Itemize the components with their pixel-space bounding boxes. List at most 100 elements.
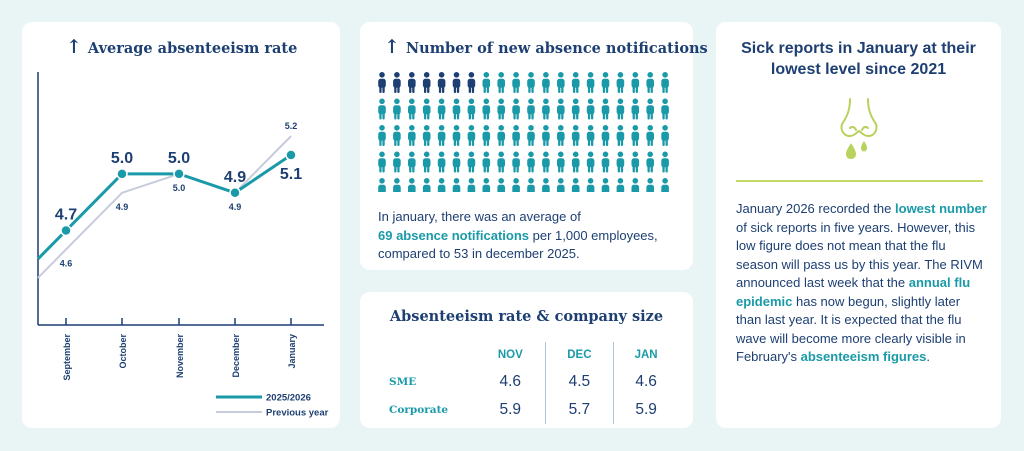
person-icon: [586, 178, 595, 192]
person-icon: [467, 178, 476, 192]
table-header-row: NOV DEC JAN: [388, 342, 678, 368]
table-cell: 5.7: [544, 396, 614, 424]
person-icon: [512, 98, 520, 120]
data-label: 4.7: [55, 207, 77, 224]
person-icon: [512, 178, 520, 192]
absence-notifications-card: ↑ Number of new absence notifications In …: [360, 22, 708, 270]
person-icon: [646, 72, 654, 93]
x-tick-label: January: [287, 334, 297, 369]
data-label-previous-year: 5.2: [285, 121, 298, 131]
person-icon: [408, 98, 416, 120]
arrow-up-icon: ↑: [384, 36, 400, 58]
x-tick-label: December: [231, 334, 241, 378]
notif-text-before: In january, there was an average of: [378, 209, 581, 224]
person-icon: [586, 125, 595, 146]
person-icon: [497, 72, 505, 93]
person-icon: [437, 98, 446, 120]
runny-nose-icon: [840, 98, 878, 159]
notifications-title: ↑ Number of new absence notifications: [384, 36, 708, 58]
person-icon: [601, 178, 610, 192]
company-size-title: Absenteeism rate & company size: [389, 308, 664, 325]
person-icon: [527, 72, 535, 93]
person-icon: [437, 72, 446, 93]
person-icon: [542, 178, 550, 192]
person-icon: [467, 98, 476, 120]
x-tick-label: October: [118, 334, 128, 369]
x-tick-label: November: [175, 334, 185, 379]
person-icon: [542, 125, 550, 146]
table-row: SME 4.6 4.5 4.6: [388, 368, 678, 396]
person-icon: [452, 125, 461, 146]
person-icon: [452, 178, 461, 192]
person-icon: [422, 125, 431, 146]
table-cell: 5.9: [613, 396, 678, 424]
table-cell: 4.6: [613, 368, 678, 396]
data-point: [60, 224, 72, 237]
column-header: JAN: [613, 342, 678, 368]
person-icon: [422, 151, 431, 173]
data-label: 4.9: [224, 169, 246, 186]
data-label-previous-year: 4.9: [229, 202, 242, 212]
person-icon: [482, 178, 491, 192]
person-icon: [452, 98, 461, 120]
person-icon: [661, 125, 669, 146]
table-cell: 5.9: [499, 401, 522, 418]
table-row: Corporate 5.9 5.7 5.9: [388, 396, 678, 424]
person-icon: [393, 178, 401, 192]
line-chart-title-text: Average absenteeism rate: [87, 40, 298, 57]
person-icon: [527, 178, 535, 192]
person-icon: [571, 72, 580, 93]
person-icon: [408, 72, 416, 93]
company-size-table: NOV DEC JAN SME 4.6 4.5 4.6 Corporate 5.…: [388, 342, 678, 424]
line-chart-title: ↑ Average absenteeism rate: [66, 36, 297, 58]
table-cell: 4.5: [544, 368, 614, 396]
person-icon: [557, 98, 565, 120]
series-line-extension: [36, 229, 68, 260]
person-icon: [557, 72, 565, 93]
data-label-previous-year: 4.9: [116, 202, 129, 212]
person-icon: [557, 151, 565, 173]
person-icon: [571, 125, 580, 146]
person-icon: [661, 72, 669, 93]
person-icon: [467, 72, 476, 93]
person-icon: [378, 98, 386, 120]
person-icon: [646, 98, 654, 120]
person-icon: [482, 72, 491, 93]
data-point: [229, 187, 241, 199]
person-icon: [586, 98, 595, 120]
person-icon: [616, 125, 625, 146]
person-icon: [661, 178, 669, 192]
data-label-previous-year: 4.6: [60, 258, 73, 268]
legend-label: 2025/2026: [266, 393, 311, 404]
series-line-extension: [37, 248, 67, 279]
person-icon: [616, 178, 625, 192]
person-icon: [408, 178, 416, 192]
person-icon: [393, 98, 401, 120]
notif-text-after: per 1,000 employees, compared to 53 in d…: [378, 227, 658, 262]
person-icon: [482, 98, 491, 120]
data-point: [116, 168, 128, 180]
data-label: 5.1: [280, 166, 302, 183]
person-icon: [378, 178, 386, 192]
person-icon: [557, 178, 565, 192]
person-icon: [393, 72, 401, 93]
highlight-text: annual flu epidemic: [736, 275, 971, 309]
legend-label: Previous year: [266, 408, 329, 419]
person-icon: [378, 151, 386, 173]
person-icon: [601, 98, 610, 120]
person-icon: [497, 98, 505, 120]
person-icon: [646, 151, 654, 173]
highlight-text: absenteeism figures: [800, 349, 927, 364]
person-icon: [467, 151, 476, 173]
person-icon: [378, 72, 386, 93]
person-icon: [482, 151, 491, 173]
person-icon: [437, 125, 446, 146]
person-icon: [571, 151, 580, 173]
person-icon: [571, 178, 580, 192]
person-icon: [616, 72, 625, 93]
x-tick-label: September: [62, 334, 72, 381]
person-icon: [393, 125, 401, 146]
person-icon: [422, 98, 431, 120]
person-icon: [527, 125, 535, 146]
highlight-text: lowest number: [895, 201, 987, 216]
